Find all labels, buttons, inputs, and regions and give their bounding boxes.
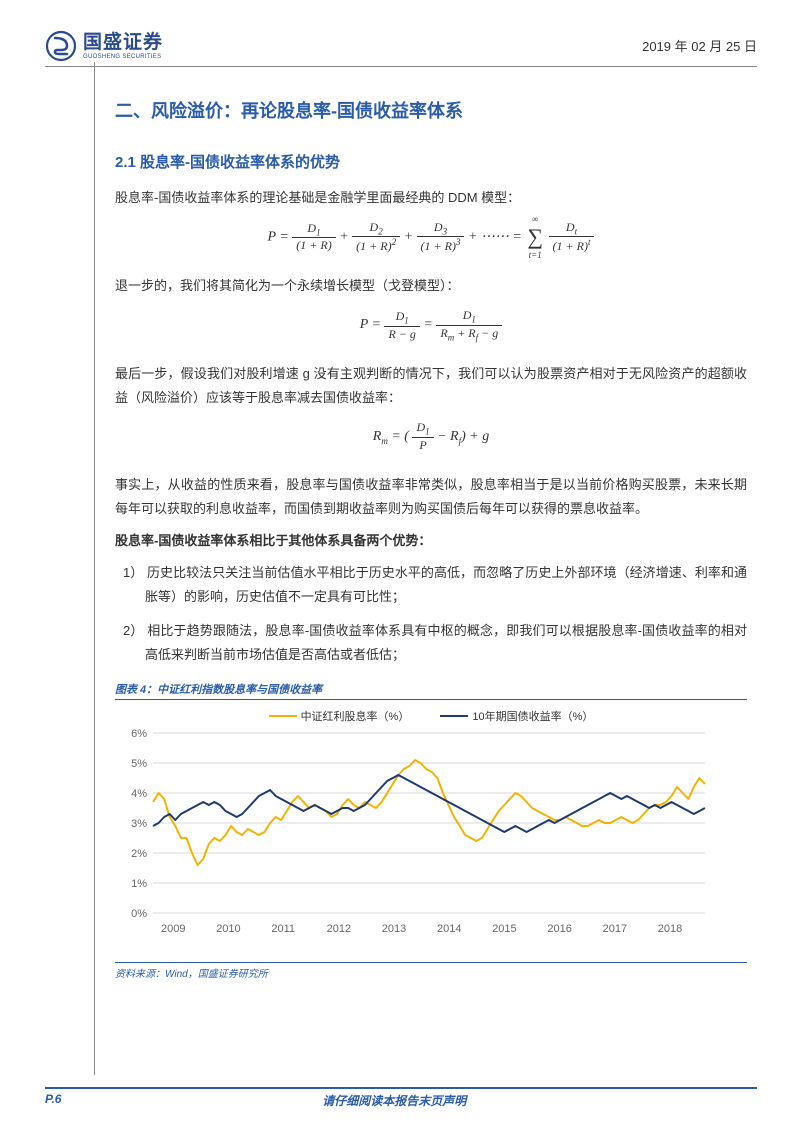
legend-item-2: 10年期国债收益率（%） xyxy=(440,708,593,724)
list-item-1: 1） 历史比较法只关注当前估值水平相比于历史水平的高低，而忽略了历史上外部环境（… xyxy=(115,561,747,609)
section-heading-2: 2.1 股息率-国债收益率体系的优势 xyxy=(115,151,747,172)
chart-legend: 中证红利股息率（%） 10年期国债收益率（%） xyxy=(115,708,747,724)
content-area: 二、风险溢价：再论股息率-国债收益率体系 2.1 股息率-国债收益率体系的优势 … xyxy=(45,97,757,980)
svg-text:2018: 2018 xyxy=(658,923,682,935)
legend-swatch-2 xyxy=(440,715,468,718)
svg-text:2013: 2013 xyxy=(382,923,406,935)
page-header: 国盛证券 GUOSHENG SECURITIES 2019 年 02 月 25 … xyxy=(45,30,757,67)
chart-container: 中证红利股息率（%） 10年期国债收益率（%） 0% 1% 2% 3% 4% 5% 6% 20… xyxy=(115,699,747,963)
logo-icon xyxy=(45,30,77,62)
svg-text:2009: 2009 xyxy=(161,923,185,935)
legend-item-1: 中证红利股息率（%） xyxy=(269,708,410,724)
svg-text:2011: 2011 xyxy=(271,923,295,935)
list-item-2: 2） 相比于趋势跟随法，股息率-国债收益率体系具有中枢的概念，即我们可以根据股息… xyxy=(115,619,747,667)
logo-text-cn: 国盛证券 xyxy=(83,33,163,52)
paragraph-2: 退一步的，我们将其简化为一个永续增长模型（戈登模型）： xyxy=(115,274,747,298)
vertical-divider xyxy=(94,62,95,1075)
chart-source: 资料来源：Wind，国盛证券研究所 xyxy=(115,965,747,980)
logo: 国盛证券 GUOSHENG SECURITIES xyxy=(45,30,163,62)
svg-text:6%: 6% xyxy=(131,728,147,740)
page-number: P.6 xyxy=(45,1092,61,1109)
logo-text-en: GUOSHENG SECURITIES xyxy=(83,54,163,60)
report-date: 2019 年 02 月 25 日 xyxy=(642,36,757,55)
footer-notice: 请仔细阅读本报告末页声明 xyxy=(61,1092,727,1109)
svg-text:4%: 4% xyxy=(131,788,147,800)
paragraph-5-bold: 股息率-国债收益率体系相比于其他体系具备两个优势： xyxy=(115,529,747,553)
svg-text:0%: 0% xyxy=(131,908,147,920)
svg-text:2012: 2012 xyxy=(327,923,351,935)
legend-label-2: 10年期国债收益率（%） xyxy=(472,708,593,724)
svg-text:2010: 2010 xyxy=(216,923,240,935)
legend-label-1: 中证红利股息率（%） xyxy=(301,708,410,724)
svg-text:2014: 2014 xyxy=(437,923,461,935)
svg-text:5%: 5% xyxy=(131,758,147,770)
svg-text:3%: 3% xyxy=(131,818,147,830)
svg-text:1%: 1% xyxy=(131,878,147,890)
formula-rm: Rm = ( D1P − Rf) + g xyxy=(115,420,747,452)
paragraph-1: 股息率-国债收益率体系的理论基础是金融学里面最经典的 DDM 模型： xyxy=(115,186,747,210)
svg-text:2016: 2016 xyxy=(547,923,571,935)
formula-ddm: P = D1(1 + R) + D2(1 + R)2 + D3(1 + R)3 … xyxy=(115,220,747,254)
formula-gordon: P = D1R − g = D1Rm + Rf − g xyxy=(115,308,747,342)
legend-swatch-1 xyxy=(269,715,297,718)
svg-text:2015: 2015 xyxy=(492,923,516,935)
svg-text:2017: 2017 xyxy=(603,923,627,935)
paragraph-4: 事实上，从收益的性质来看，股息率与国债收益率非常类似，股息率相当于是以当前价格购… xyxy=(115,473,747,521)
section-heading-1: 二、风险溢价：再论股息率-国债收益率体系 xyxy=(115,97,747,123)
page-footer: P.6 请仔细阅读本报告末页声明 xyxy=(45,1087,757,1109)
paragraph-3: 最后一步，假设我们对股利增速 g 没有主观判断的情况下，我们可以认为股票资产相对… xyxy=(115,362,747,410)
svg-text:2%: 2% xyxy=(131,848,147,860)
chart-title: 图表 4：中证红利指数股息率与国债收益率 xyxy=(115,681,747,697)
chart-plot: 0% 1% 2% 3% 4% 5% 6% 2009 2010 2011 2012 2013 2014 20… xyxy=(115,728,715,958)
